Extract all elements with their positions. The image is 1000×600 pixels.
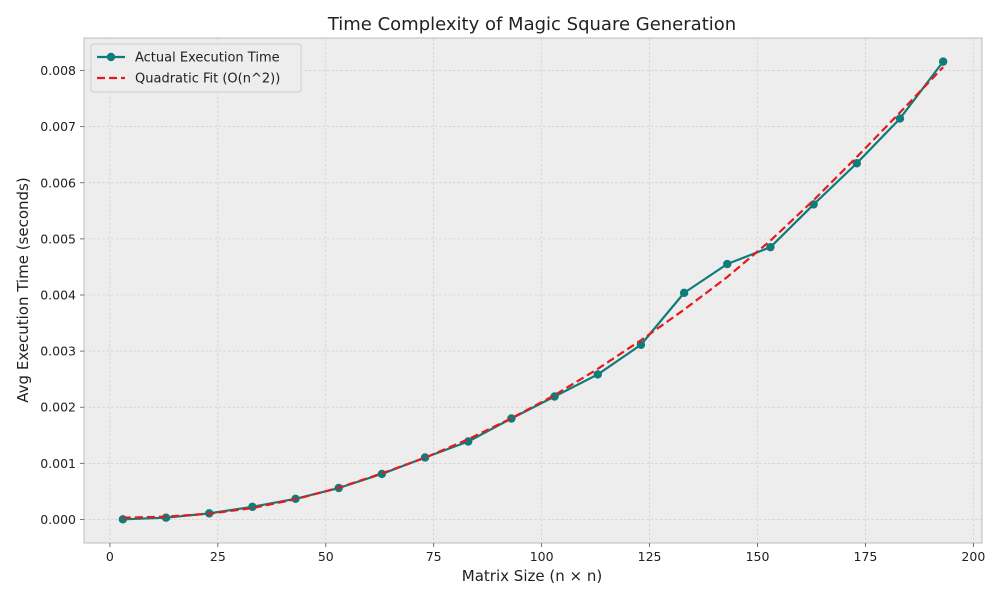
chart-title: Time Complexity of Magic Square Generati… [327, 14, 736, 35]
x-tick-label: 175 [854, 549, 878, 564]
y-tick-label: 0.005 [40, 231, 76, 246]
y-tick-label: 0.001 [40, 456, 76, 471]
y-tick-label: 0.007 [40, 119, 76, 134]
data-point [766, 242, 775, 252]
series-line-quadratic-fit-o-n-2 [122, 66, 944, 519]
data-point [938, 57, 948, 66]
data-point [593, 370, 602, 379]
y-tick-label: 0.008 [40, 63, 76, 78]
legend-box [90, 43, 302, 93]
x-tick-label: 150 [746, 549, 770, 564]
data-point [118, 515, 128, 524]
legend-label: Quadratic Fit (O(n^2)) [135, 72, 280, 87]
y-axis-label: Avg Execution Time (seconds) [14, 177, 32, 402]
data-point [507, 414, 516, 423]
data-point [679, 288, 689, 298]
data-point [723, 259, 732, 269]
x-axis-label: Matrix Size (n × n) [462, 567, 602, 585]
y-tick-label: 0.002 [40, 400, 76, 415]
legend-marker [106, 52, 116, 62]
x-tick-label: 50 [318, 549, 334, 564]
x-tick-label: 25 [210, 549, 226, 564]
plot-area: 0 25 50 75 100 125 150 175 200 0.000 0.001 0.002 0.0… [40, 37, 985, 564]
y-tick-label: 0.003 [40, 344, 76, 359]
y-tick-label: 0.004 [40, 287, 76, 302]
y-tick-label: 0.006 [40, 175, 76, 190]
y-tick-label: 0.000 [40, 512, 76, 527]
x-tick-label: 75 [426, 549, 442, 564]
data-point [895, 114, 905, 123]
plot-background [83, 37, 983, 544]
x-tick-label: 100 [530, 549, 554, 564]
legend: Actual Execution Time Quadratic Fit (O(n^… [90, 43, 302, 93]
x-tick-label: 200 [961, 549, 985, 564]
data-point [809, 200, 818, 209]
data-point [852, 159, 861, 168]
x-tick-label: 0 [106, 549, 114, 564]
x-tick-label: 125 [638, 549, 662, 564]
legend-label: Actual Execution Time [135, 51, 280, 66]
